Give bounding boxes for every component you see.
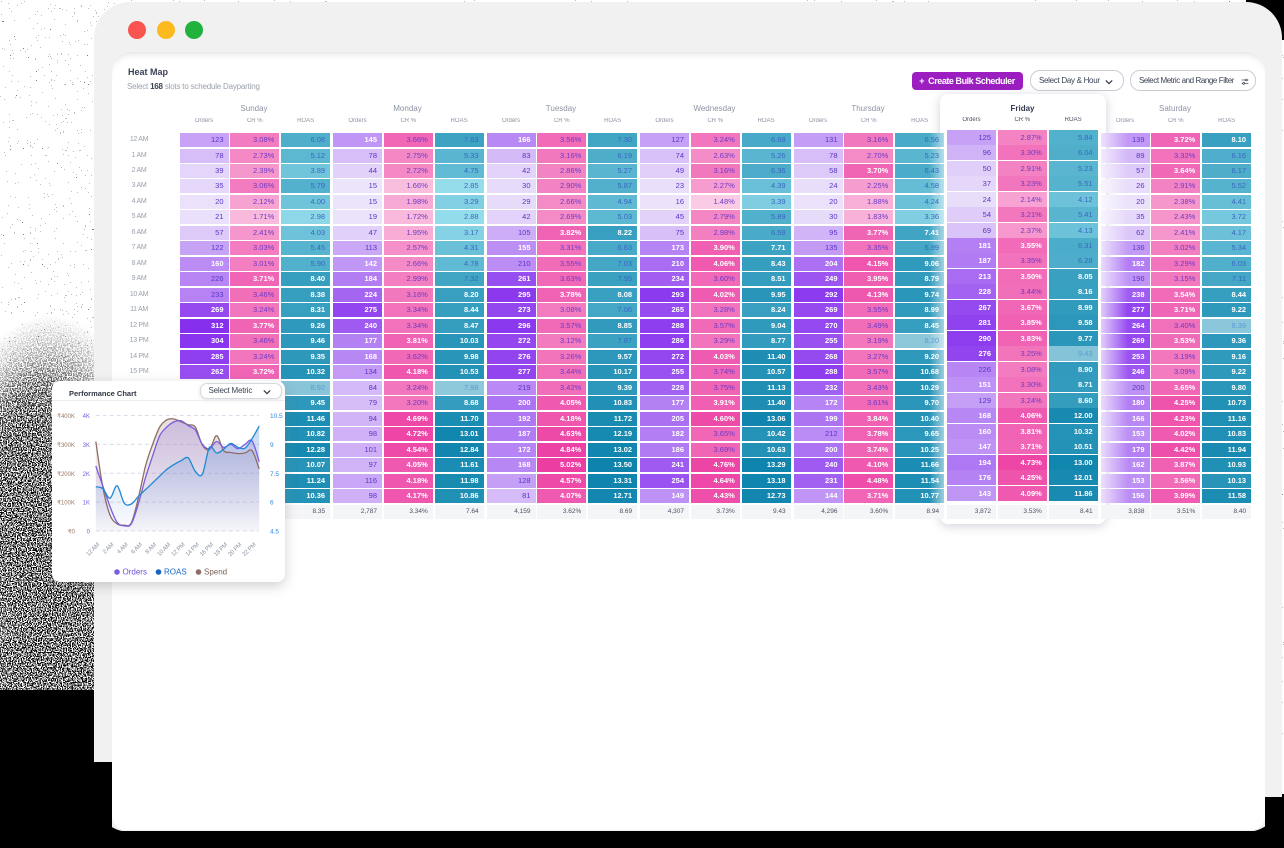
svg-text:10.5: 10.5: [270, 413, 283, 420]
svg-text:22 PM: 22 PM: [242, 542, 258, 558]
svg-text:4K: 4K: [83, 414, 90, 420]
svg-text:₹200K: ₹200K: [57, 470, 75, 477]
svg-text:₹100K: ₹100K: [57, 499, 75, 506]
svg-text:18 PM: 18 PM: [213, 542, 229, 558]
svg-text:3K: 3K: [83, 442, 90, 448]
svg-text:20 PM: 20 PM: [228, 542, 244, 558]
svg-text:₹300K: ₹300K: [57, 441, 75, 448]
svg-text:Orders: Orders: [123, 567, 147, 576]
svg-text:10 AM: 10 AM: [157, 542, 173, 558]
svg-text:₹400K: ₹400K: [57, 413, 75, 420]
svg-text:2K: 2K: [83, 471, 90, 477]
svg-text:9: 9: [270, 441, 274, 448]
svg-text:14 PM: 14 PM: [185, 542, 201, 558]
svg-text:12 PM: 12 PM: [171, 542, 187, 558]
svg-text:₹0: ₹0: [68, 528, 76, 535]
svg-text:ROAS: ROAS: [164, 567, 187, 576]
svg-text:2 AM: 2 AM: [102, 542, 115, 555]
svg-text:7.5: 7.5: [270, 470, 279, 477]
svg-text:1K: 1K: [83, 500, 90, 506]
svg-text:Spend: Spend: [204, 567, 227, 576]
svg-text:6 AM: 6 AM: [130, 542, 143, 555]
svg-text:0: 0: [87, 529, 91, 535]
svg-text:4.5: 4.5: [270, 528, 279, 535]
svg-text:16 PM: 16 PM: [199, 542, 215, 558]
svg-text:12 AM: 12 AM: [86, 542, 102, 558]
svg-text:6: 6: [270, 499, 274, 506]
svg-text:4 AM: 4 AM: [116, 542, 129, 555]
